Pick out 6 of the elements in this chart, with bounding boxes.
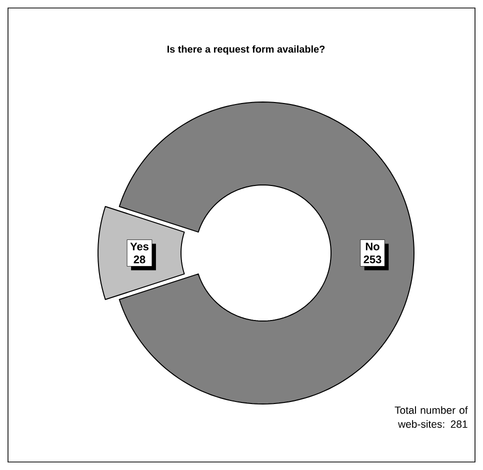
- text: Total number of web-sites: 281: [394, 406, 468, 428]
- chart-title: Is there a request form available?: [167, 45, 325, 55]
- slice-label: No: [366, 242, 380, 250]
- data-label: 28: [134, 256, 146, 264]
- data-label: 253: [364, 256, 382, 264]
- slice-label: Yes: [130, 242, 148, 250]
